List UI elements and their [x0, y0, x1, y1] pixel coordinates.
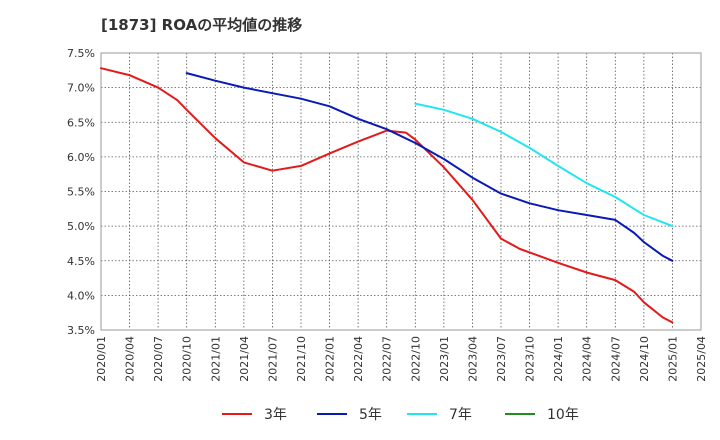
x-tick-label: 2022/07 — [381, 336, 394, 382]
x-tick-label: 2022/10 — [409, 336, 422, 382]
x-tick-label: 2021/10 — [295, 336, 308, 382]
x-tick-label: 2022/01 — [324, 336, 337, 382]
y-tick-label: 3.5% — [67, 324, 95, 337]
legend-label-3: 7年 — [449, 407, 472, 423]
x-tick-label: 2025/01 — [666, 336, 679, 382]
x-tick-label: 2024/07 — [609, 336, 622, 382]
y-tick-label: 6.5% — [67, 116, 95, 129]
grid-layer — [100, 52, 702, 331]
x-tick-label: 2020/04 — [124, 336, 137, 382]
x-tick-label: 2020/10 — [181, 336, 194, 382]
y-tick-label: 7.5% — [67, 47, 95, 60]
x-tick-label: 2021/01 — [209, 336, 222, 382]
series-line-2 — [185, 72, 674, 262]
x-tick-label: 2024/04 — [581, 336, 594, 382]
x-axis-ticks: 2020/01 2020/04 2020/07 2020/10 2021/01 2021/… — [95, 336, 708, 382]
legend-label-1: 3年 — [264, 407, 287, 423]
x-tick-label: 2024/10 — [638, 336, 651, 382]
legend-label-2: 5年 — [359, 407, 382, 423]
series-layer — [100, 67, 674, 324]
y-tick-label: 5.5% — [67, 186, 95, 199]
y-tick-label: 4.5% — [67, 255, 95, 268]
legend: 3年 5年 7年 10年 — [222, 407, 579, 423]
y-tick-label: 7.0% — [67, 82, 95, 95]
plot-frame — [100, 52, 702, 331]
y-tick-label: 6.0% — [67, 151, 95, 164]
x-tick-label: 2022/04 — [352, 336, 365, 382]
x-tick-label: 2024/01 — [552, 336, 565, 382]
x-tick-label: 2021/07 — [266, 336, 279, 382]
x-tick-label: 2021/04 — [238, 336, 251, 382]
y-tick-label: 5.0% — [67, 220, 95, 233]
series-line-1 — [100, 67, 674, 324]
series-line-3 — [414, 102, 674, 228]
x-tick-label: 2020/07 — [152, 336, 165, 382]
y-tick-label: 4.0% — [67, 289, 95, 302]
x-tick-label: 2023/10 — [524, 336, 537, 382]
x-tick-label: 2023/01 — [438, 336, 451, 382]
x-tick-label: 2025/04 — [695, 336, 708, 382]
legend-label-4: 10年 — [547, 407, 579, 423]
x-tick-label: 2020/01 — [95, 336, 108, 382]
y-axis-ticks: 3.5% 4.0% 4.5% 5.0% 5.5% 6.0% 6.5% 7.0% 7.5% — [67, 47, 95, 337]
chart-title: [1873] ROAの平均値の推移 — [101, 16, 303, 34]
x-tick-label: 2023/04 — [466, 336, 479, 382]
x-tick-label: 2023/07 — [495, 336, 508, 382]
